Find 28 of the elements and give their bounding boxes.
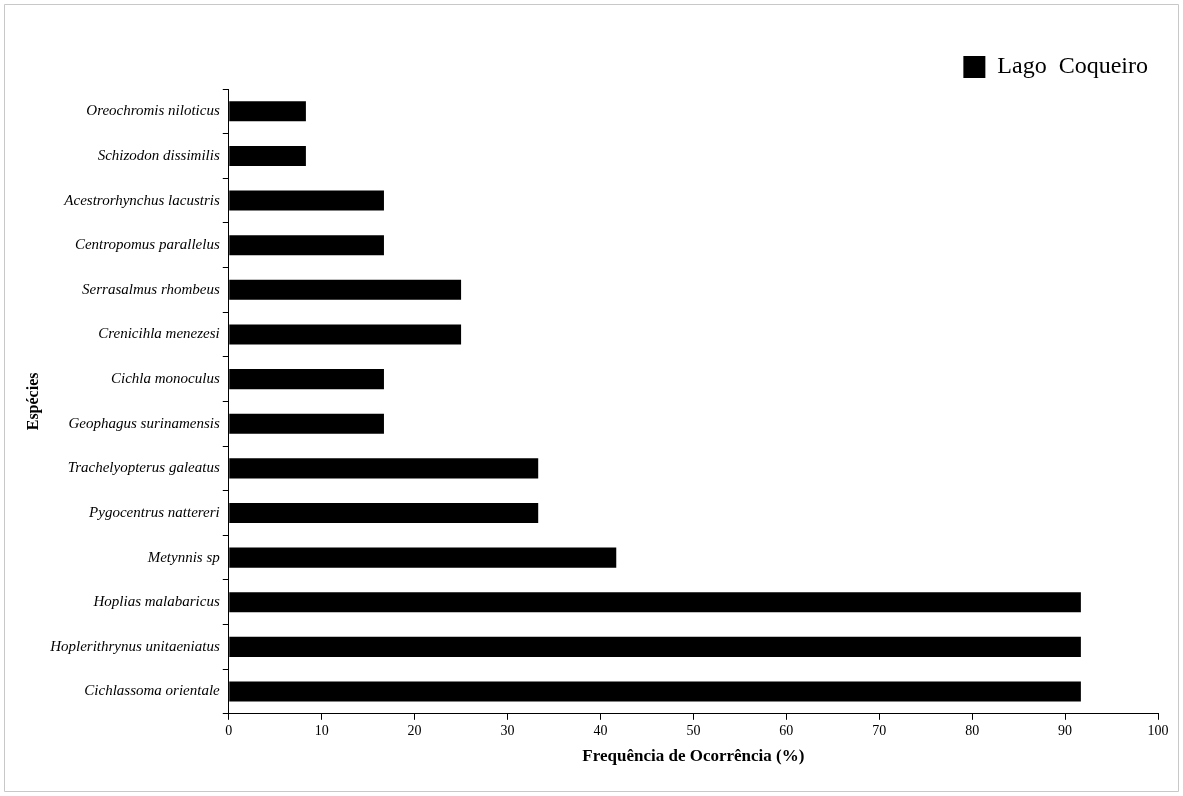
x-tick-label: 100	[1147, 722, 1169, 738]
y-axis-title: Espécies	[23, 372, 42, 431]
y-tick-label: Schizodon dissimilis	[97, 146, 220, 163]
y-tick-label: Serrasalmus rhombeus	[82, 280, 220, 297]
x-tick-label: 40	[593, 722, 608, 738]
y-tick-label: Metynnis sp	[146, 548, 221, 565]
x-tick-label: 20	[407, 722, 422, 738]
y-tick-label: Crenicihla menezesi	[98, 325, 220, 342]
y-tick-label: Centropomus parallelus	[74, 236, 220, 253]
x-tick-label: 30	[500, 722, 515, 738]
x-tick-label: 10	[314, 722, 329, 738]
y-tick-label: Acestrorhynchus lacustris	[63, 191, 220, 208]
x-tick-label: 60	[779, 722, 794, 738]
x-tick-label: 90	[1058, 722, 1073, 738]
y-tick-label: Oreochromis niloticus	[86, 102, 220, 119]
x-axis-title: Frequência de Ocorrência (%)	[582, 746, 805, 766]
x-tick-label: 70	[872, 722, 887, 738]
x-tick-label: 80	[965, 722, 980, 738]
y-tick-label: Hoplerithrynus unitaeniatus	[49, 637, 220, 654]
y-tick-label: Cichlassoma orientale	[84, 682, 221, 699]
x-tick-label: 50	[686, 722, 701, 738]
legend-label: Lago Coqueiro	[997, 52, 1149, 79]
y-tick-label: Geophagus surinamensis	[68, 414, 220, 431]
y-tick-label: Pygocentrus nattereri	[88, 503, 220, 520]
y-tick-label: Cichla monoculus	[111, 370, 220, 387]
x-tick-label: 0	[225, 722, 233, 738]
y-tick-label: Hoplias malabaricus	[92, 593, 220, 610]
y-tick-label: Trachelyopterus galeatus	[67, 459, 220, 476]
